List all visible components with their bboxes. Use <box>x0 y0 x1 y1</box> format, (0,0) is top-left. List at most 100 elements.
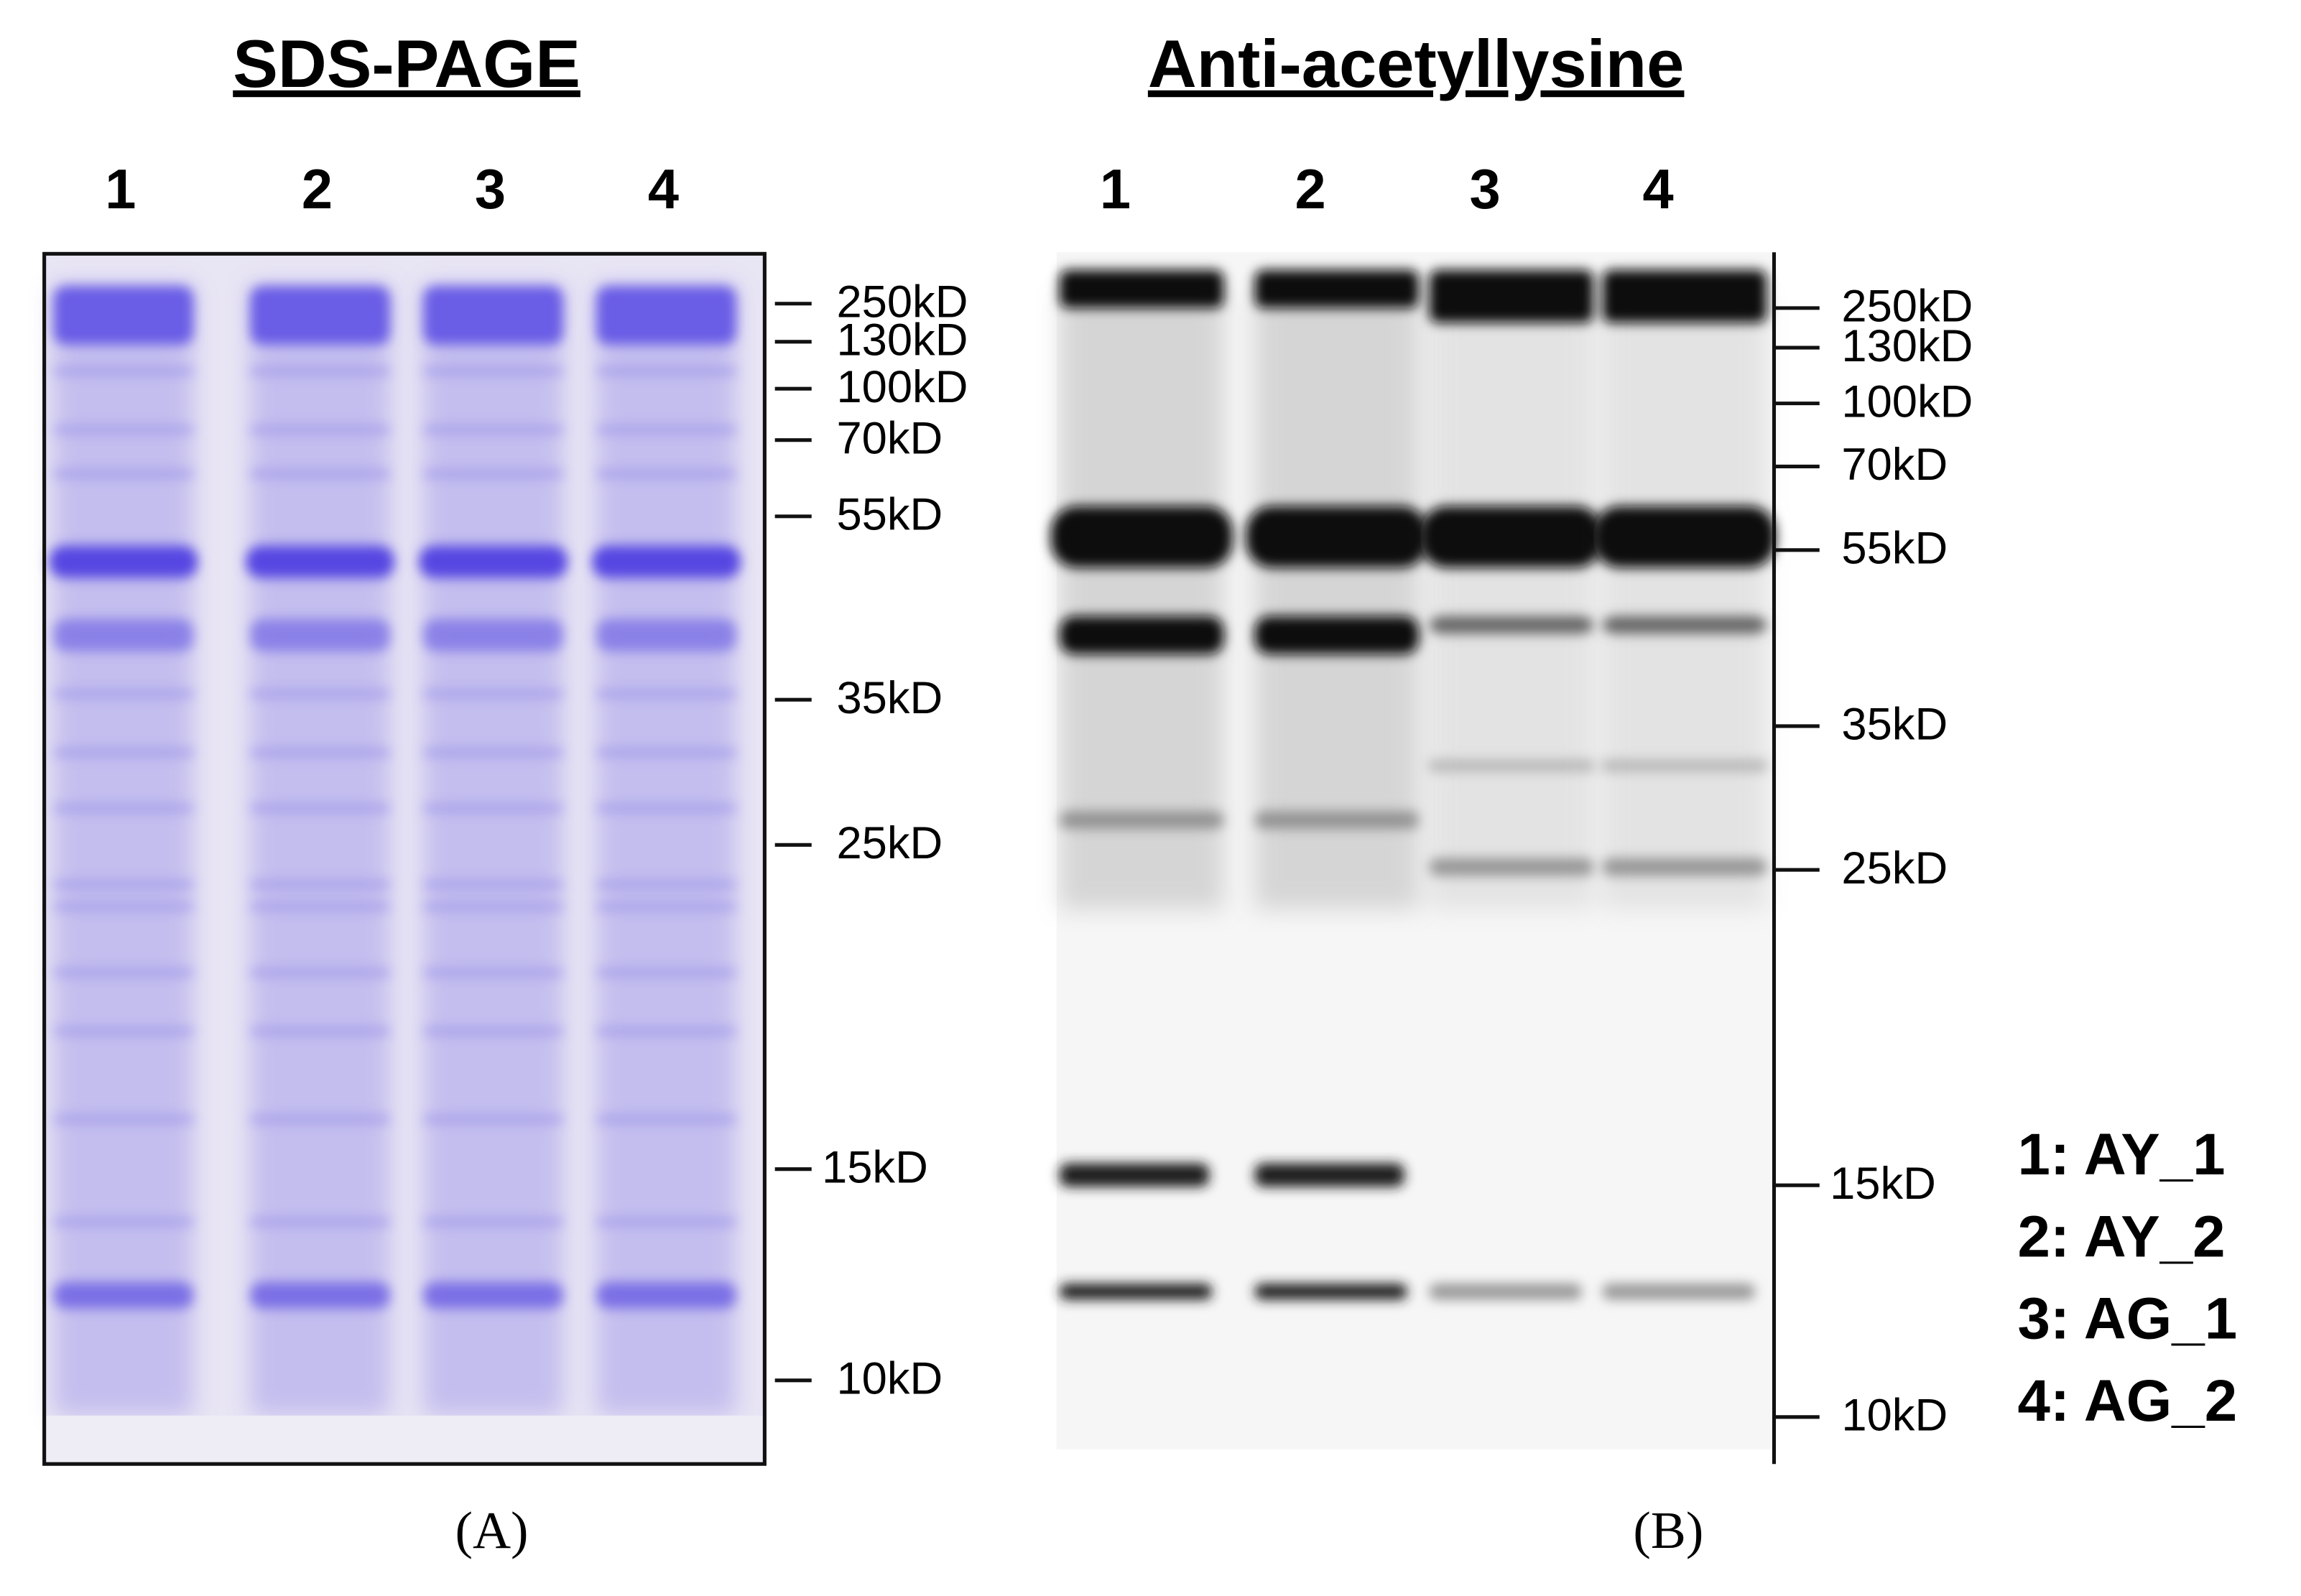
band <box>1254 616 1420 654</box>
band <box>53 286 193 345</box>
band <box>596 425 736 435</box>
band <box>423 748 563 757</box>
band <box>596 748 736 757</box>
band <box>250 1217 390 1227</box>
band <box>53 1281 193 1309</box>
lane-label: 1 <box>105 159 136 221</box>
gel-a-bands <box>45 286 764 1463</box>
band <box>53 689 193 699</box>
band <box>419 545 568 578</box>
gel-b <box>1050 252 1777 1465</box>
band <box>423 968 563 978</box>
marker-label: 10kD <box>1841 1391 1948 1441</box>
lane-label: 3 <box>1470 159 1501 221</box>
band <box>423 469 563 478</box>
band <box>250 1026 390 1036</box>
marker-label: 100kD <box>836 362 968 412</box>
band <box>596 366 736 376</box>
band <box>423 1115 563 1124</box>
band <box>423 880 563 889</box>
gel-bottom <box>45 1415 764 1463</box>
marker-label: 15kD <box>822 1142 928 1192</box>
marker-label: 70kD <box>1841 440 1948 490</box>
marker-label: 130kD <box>1841 321 1973 371</box>
band <box>1602 759 1767 772</box>
lane-smear <box>250 286 390 1416</box>
panel-label: (A) <box>455 1500 528 1559</box>
band <box>423 366 563 376</box>
marker-label: 35kD <box>1841 700 1948 750</box>
band <box>53 902 193 911</box>
lane-smear <box>53 286 193 1416</box>
band <box>423 689 563 699</box>
band <box>250 968 390 978</box>
band <box>250 286 390 345</box>
marker-label: 250kD <box>1841 282 1973 332</box>
band <box>1059 1283 1213 1300</box>
marker-label: 130kD <box>836 315 968 366</box>
band <box>53 748 193 757</box>
band <box>53 968 193 978</box>
lane-smear <box>1254 293 1420 910</box>
legend-entry: 3: AG_1 <box>2017 1286 2237 1352</box>
band <box>423 425 563 435</box>
band <box>53 469 193 478</box>
lane-label: 2 <box>302 159 333 221</box>
band <box>53 1217 193 1227</box>
band <box>423 1026 563 1036</box>
band <box>1420 506 1603 568</box>
band <box>1246 506 1428 568</box>
marker-label: 10kD <box>836 1354 943 1404</box>
band <box>250 804 390 813</box>
panel-title: Anti-acetyllysine <box>1148 26 1685 101</box>
band <box>596 880 736 889</box>
marker-label: 25kD <box>836 818 943 868</box>
band <box>250 880 390 889</box>
band <box>1059 616 1224 654</box>
lane-label: 3 <box>475 159 506 221</box>
band <box>596 689 736 699</box>
band <box>1602 269 1767 323</box>
legend-entry: 2: AY_2 <box>2017 1204 2225 1269</box>
band <box>1593 506 1776 568</box>
band <box>1254 811 1420 829</box>
band <box>250 689 390 699</box>
band <box>1429 269 1594 323</box>
band <box>53 1115 193 1124</box>
marker-label: 100kD <box>1841 376 1973 427</box>
marker-label: 25kD <box>1841 843 1948 894</box>
lane-label: 1 <box>1100 159 1131 221</box>
legend-entry: 1: AY_1 <box>2017 1122 2225 1187</box>
band <box>1602 616 1767 634</box>
band <box>250 469 390 478</box>
band <box>596 469 736 478</box>
lane-smear <box>596 286 736 1416</box>
gel-border <box>42 251 767 1466</box>
band <box>423 1217 563 1227</box>
band <box>1254 1163 1404 1187</box>
marker-label: 15kD <box>1830 1159 1936 1209</box>
band <box>1602 858 1767 876</box>
band <box>246 545 394 578</box>
legend-entry: 4: AG_2 <box>2017 1368 2237 1434</box>
marker-label: 35kD <box>836 673 943 723</box>
band <box>1429 1283 1582 1300</box>
band <box>423 1281 563 1309</box>
band <box>423 804 563 813</box>
band <box>423 286 563 345</box>
band <box>596 1281 736 1309</box>
band <box>250 1115 390 1124</box>
band <box>53 425 193 435</box>
gel-b-bands <box>1050 269 1776 1300</box>
marker-label: 55kD <box>836 490 943 540</box>
band <box>1254 1283 1407 1300</box>
band <box>250 902 390 911</box>
band <box>596 1217 736 1227</box>
band <box>250 618 390 651</box>
band <box>1050 506 1233 568</box>
band <box>596 1115 736 1124</box>
band <box>53 366 193 376</box>
band <box>1429 616 1594 634</box>
